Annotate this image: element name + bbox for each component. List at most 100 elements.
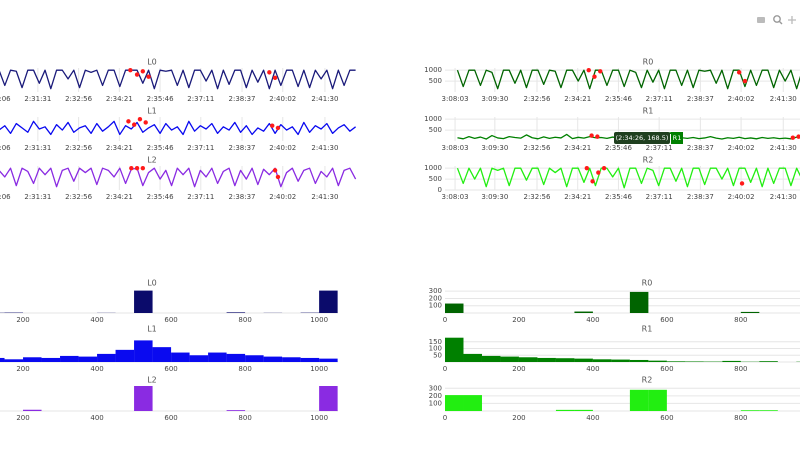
- x-tick-label: 2:38:37: [229, 95, 256, 103]
- y-tick-label: 100: [429, 302, 442, 310]
- panel-title: L2: [147, 376, 157, 385]
- x-tick-label: 2:32:56: [523, 95, 551, 103]
- event-marker: [128, 67, 133, 73]
- pan-icon[interactable]: [788, 16, 796, 24]
- histogram-bar: [41, 357, 61, 362]
- histogram-bar: [4, 359, 24, 362]
- x-tick-label: 2:34:21: [106, 95, 133, 103]
- x-tick-label: 2:38:37: [229, 144, 256, 152]
- series-line: [0, 167, 357, 188]
- x-tick-label: 200: [16, 414, 29, 422]
- event-marker: [586, 67, 591, 73]
- x-tick-label: 2:40:02: [269, 193, 296, 201]
- event-marker: [598, 69, 603, 74]
- y-tick-label: 200: [429, 294, 442, 302]
- x-tick-label: 2:34:21: [564, 193, 591, 201]
- histogram-bar: [592, 359, 612, 362]
- histogram-bar: [574, 311, 593, 313]
- event-marker: [790, 135, 796, 140]
- histogram-bar: [134, 386, 153, 411]
- zoom-icon[interactable]: [773, 15, 781, 23]
- histogram-bar: [134, 290, 153, 313]
- y-tick-label: 100: [429, 399, 442, 407]
- histogram-bar: [648, 360, 667, 362]
- x-tick-label: 800: [734, 414, 747, 422]
- y-tick-label: 500: [429, 126, 442, 134]
- x-tick-label: 2:35:46: [605, 144, 633, 152]
- histogram-bar: [722, 360, 741, 362]
- event-marker: [275, 125, 281, 131]
- histogram-bar: [759, 361, 778, 362]
- x-tick-label: 600: [660, 414, 673, 422]
- panel: R0 3:08:03 3:09:30 2:32:56 2:34:21 2:35:46 2:3…: [424, 58, 800, 103]
- histogram-bar: [319, 386, 338, 411]
- histogram-bar: [60, 355, 79, 362]
- histogram-bar: [500, 356, 519, 362]
- histogram-bar: [518, 357, 538, 362]
- panel: R2 3:08:03 3:09:30 2:32:56 2:34:21 2:35:46 2:3…: [424, 156, 800, 201]
- x-tick-label: 1000: [310, 316, 328, 324]
- y-tick-label: 1000: [424, 164, 442, 172]
- y-tick-label: 150: [429, 338, 442, 346]
- histogram-bar: [445, 395, 464, 411]
- panel: L1 200 400 600 800 1000: [0, 325, 338, 373]
- y-tick-label: 300: [429, 287, 442, 295]
- histogram-bar: [23, 409, 42, 411]
- x-tick-label: 2:41:30: [770, 95, 797, 103]
- histogram-bar: [263, 356, 283, 362]
- y-tick-label: 200: [429, 392, 442, 400]
- panel: L0 2:30:06 2:31:31 2:32:56 2:34:21 2:35:46 2:3…: [0, 58, 356, 103]
- histogram-bar: [300, 357, 320, 362]
- x-tick-label: 2:34:21: [106, 144, 133, 152]
- x-tick-label: 800: [238, 414, 251, 422]
- histogram-bar: [555, 409, 575, 411]
- histogram-bar: [463, 395, 482, 411]
- camera-icon[interactable]: [757, 17, 765, 23]
- x-tick-label: 2:30:06: [0, 95, 11, 103]
- event-marker: [146, 74, 151, 79]
- histogram-bar: [555, 358, 575, 362]
- x-tick-label: 3:09:30: [481, 193, 508, 201]
- histogram-bar: [282, 357, 301, 362]
- x-tick-label: 2:31:31: [24, 193, 51, 201]
- x-tick-label: 2:30:06: [0, 144, 11, 152]
- histogram-bar: [226, 353, 246, 362]
- event-marker: [272, 75, 278, 81]
- x-tick-label: 2:37:11: [646, 144, 673, 152]
- x-tick-label: 600: [164, 414, 177, 422]
- y-tick-label: 500: [429, 175, 442, 183]
- x-tick-label: 2:40:02: [269, 144, 296, 152]
- x-tick-label: 2:40:02: [269, 95, 296, 103]
- x-tick-label: 3:08:03: [442, 193, 469, 201]
- modebar[interactable]: [757, 15, 796, 25]
- x-tick-label: 1000: [310, 414, 328, 422]
- panel-title: L1: [147, 325, 157, 334]
- panel-title: R1: [642, 325, 653, 334]
- tooltip-text: (2:34:26, 168.5): [616, 134, 669, 142]
- x-tick-label: 2:31:31: [24, 144, 51, 152]
- y-tick-label: 100: [429, 345, 442, 353]
- x-tick-label: 2:32:56: [65, 95, 93, 103]
- tooltip-box: [614, 132, 670, 144]
- x-tick-label: 200: [16, 316, 29, 324]
- y-tick-label: 500: [429, 77, 442, 85]
- x-tick-label: 1000: [310, 365, 328, 373]
- y-tick-label: 1000: [424, 115, 442, 123]
- histogram-bar: [115, 349, 135, 362]
- panel-title: R2: [643, 156, 654, 165]
- y-tick-label: 1000: [424, 66, 442, 74]
- x-tick-label: 400: [90, 414, 103, 422]
- series-line: [456, 167, 800, 189]
- x-tick-label: 0: [443, 316, 447, 324]
- histogram-bar: [245, 355, 264, 362]
- y-tick-label: 300: [429, 384, 442, 392]
- event-marker: [137, 116, 143, 122]
- histogram-bar: [134, 340, 153, 362]
- x-tick-label: 200: [512, 316, 525, 324]
- x-tick-label: 2:32:56: [65, 144, 93, 152]
- x-tick-label: 800: [734, 316, 747, 324]
- x-tick-label: 600: [660, 316, 673, 324]
- histogram-bar: [611, 359, 630, 362]
- panel: L2 2:30:06 2:31:31 2:32:56 2:34:21 2:35:46 2:3…: [0, 156, 357, 201]
